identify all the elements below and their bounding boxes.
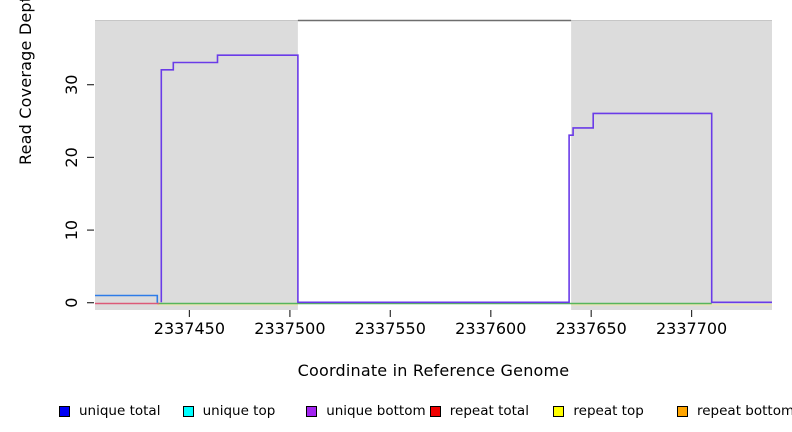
legend: unique total unique top unique bottom repea… bbox=[0, 399, 792, 423]
x-tick-label: 2337650 bbox=[556, 319, 627, 338]
legend-label-repeat-top: repeat top bbox=[573, 403, 644, 419]
y-tick-label: 10 bbox=[62, 220, 81, 240]
repeat-region-band bbox=[95, 20, 298, 310]
legend-swatch-unique-total bbox=[59, 405, 70, 417]
x-tick-label: 2337700 bbox=[656, 319, 727, 338]
repeat-region-band bbox=[571, 20, 772, 310]
x-tick-label: 2337450 bbox=[154, 319, 225, 338]
series-unique-total bbox=[95, 294, 159, 303]
legend-item-repeat-bottom: repeat bottom bbox=[677, 399, 792, 423]
legend-label-repeat-bottom: repeat bottom bbox=[697, 403, 792, 419]
legend-label-repeat-total: repeat total bbox=[449, 403, 529, 419]
legend-item-unique-top: unique top bbox=[182, 399, 276, 423]
legend-swatch-repeat-total bbox=[429, 405, 441, 417]
y-tick-label: 30 bbox=[62, 75, 81, 95]
legend-swatch-unique-top bbox=[182, 405, 194, 417]
legend-swatch-repeat-bottom bbox=[677, 405, 688, 417]
x-tick-label: 2337500 bbox=[254, 319, 325, 338]
legend-item-unique-total: unique total bbox=[59, 399, 160, 423]
legend-swatch-unique-bottom bbox=[306, 405, 318, 417]
legend-label-unique-total: unique total bbox=[79, 403, 161, 419]
x-tick-label: 2337550 bbox=[355, 319, 426, 338]
legend-label-unique-top: unique top bbox=[202, 403, 276, 419]
x-axis-label: Coordinate in Reference Genome bbox=[297, 361, 570, 380]
plot-area: 2337450 2337500 2337550 2337600 2337650 23377… bbox=[62, 19, 772, 338]
y-tick-label: 0 bbox=[62, 298, 81, 308]
legend-item-repeat-total: repeat total bbox=[429, 399, 529, 423]
legend-swatch-repeat-top bbox=[553, 405, 565, 417]
x-tick-label: 2337600 bbox=[455, 319, 526, 338]
legend-label-unique-bottom: unique bottom bbox=[326, 403, 426, 419]
legend-item-unique-bottom: unique bottom bbox=[306, 399, 426, 423]
series-unique-bottom bbox=[160, 54, 772, 304]
y-tick-label: 20 bbox=[62, 147, 81, 167]
legend-item-repeat-top: repeat top bbox=[553, 399, 644, 423]
